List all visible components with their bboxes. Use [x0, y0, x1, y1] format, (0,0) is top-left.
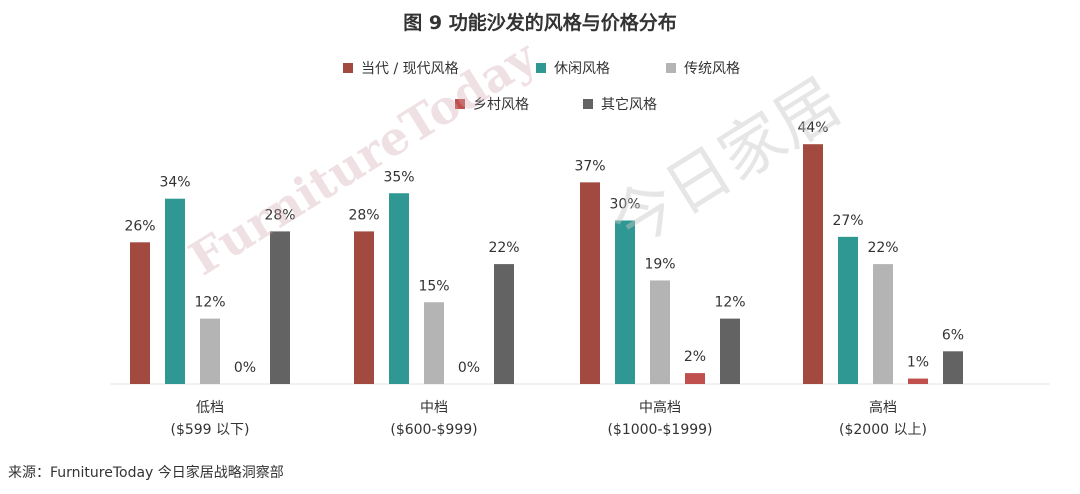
data-label: 34%	[159, 175, 190, 191]
x-tick-label: ($600-$999)	[390, 422, 477, 438]
data-label: 12%	[714, 295, 745, 311]
bar	[270, 231, 290, 384]
bar	[685, 373, 705, 384]
data-label: 28%	[264, 207, 295, 223]
bar	[803, 144, 823, 384]
bar	[200, 318, 220, 384]
data-label: 1%	[907, 355, 929, 371]
legend-swatch	[343, 63, 353, 73]
legend-label: 当代 / 现代风格	[361, 61, 459, 77]
data-label: 22%	[867, 240, 898, 256]
x-tick-label: 高档	[869, 399, 897, 416]
legend-label: 其它风格	[601, 96, 657, 113]
data-label: 6%	[942, 327, 964, 343]
bar	[165, 198, 185, 384]
data-labels-group: 26% 34% 12% 0% 28% 28% 35% 15% 0% 22% 37% 30% 19% 2% 1…	[124, 120, 964, 376]
x-tick-label: 低档	[196, 400, 224, 416]
x-tick-labels: 低档 ($599 以下) 中档 ($600-$999) 中高档 ($1000-$1999)…	[170, 399, 926, 438]
bars-group	[130, 144, 963, 384]
data-label: 12%	[194, 295, 225, 311]
bar	[494, 264, 514, 384]
bar	[424, 302, 444, 384]
data-label: 19%	[644, 256, 675, 272]
legend-swatch	[455, 99, 465, 109]
data-label: 27%	[832, 213, 863, 229]
chart-title: 图 9 功能沙发的风格与价格分布	[403, 12, 677, 34]
data-label: 37%	[574, 158, 605, 174]
bar	[943, 351, 963, 384]
bar	[908, 378, 928, 384]
x-tick-label: 中档	[420, 400, 448, 416]
data-label: 44%	[797, 120, 828, 136]
data-label: 2%	[684, 349, 706, 365]
legend-label: 传统风格	[684, 61, 740, 77]
x-tick-label: ($1000-$1999)	[607, 422, 712, 438]
data-label: 28%	[348, 207, 379, 223]
x-tick-label: ($599 以下)	[170, 422, 249, 438]
bar	[650, 280, 670, 384]
bar	[720, 318, 740, 384]
data-label: 0%	[234, 360, 256, 376]
data-label: 30%	[609, 197, 640, 213]
bar	[130, 242, 150, 384]
legend-swatch	[536, 63, 546, 73]
legend-swatch	[583, 99, 593, 109]
data-label: 26%	[124, 218, 155, 234]
bar	[580, 182, 600, 384]
bar	[354, 231, 374, 384]
legend-swatch	[666, 63, 676, 73]
source-note: 来源：FurnitureToday 今日家居战略洞察部	[8, 465, 284, 481]
legend-label: 乡村风格	[473, 97, 529, 113]
x-tick-label: 中高档	[639, 399, 681, 416]
bar	[389, 193, 409, 384]
data-label: 15%	[418, 278, 449, 294]
x-tick-label: ($2000 以上)	[839, 422, 927, 438]
data-label: 22%	[488, 240, 519, 256]
bar	[873, 264, 893, 384]
bar	[615, 220, 635, 384]
bar	[838, 236, 858, 384]
data-label: 0%	[458, 360, 480, 376]
data-label: 35%	[383, 169, 414, 185]
legend-label: 休闲风格	[554, 61, 610, 77]
